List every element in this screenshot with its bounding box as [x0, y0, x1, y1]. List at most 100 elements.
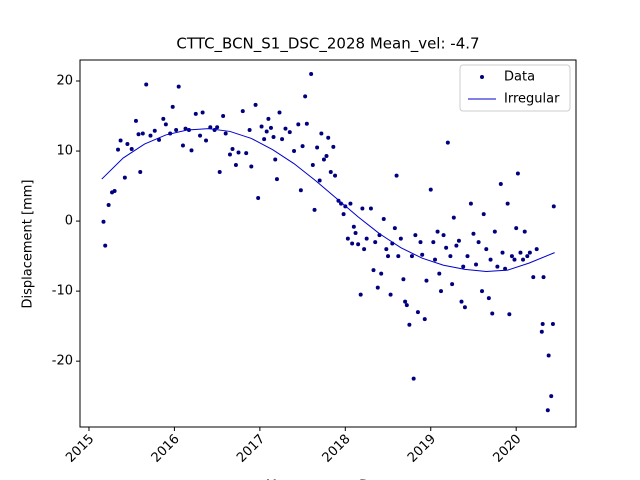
- data-point: [256, 195, 261, 200]
- data-point: [448, 254, 453, 259]
- data-point: [253, 102, 258, 107]
- legend-label: Irregular: [504, 92, 560, 107]
- data-point: [183, 126, 188, 131]
- data-point: [484, 247, 489, 252]
- data-point: [298, 188, 303, 193]
- data-point: [368, 206, 373, 211]
- data-point: [106, 202, 111, 207]
- data-point: [180, 143, 185, 148]
- chart-title: CTTC_BCN_S1_DSC_2028 Mean_vel: -4.7: [176, 35, 479, 54]
- data-point: [492, 229, 497, 234]
- data-point: [518, 250, 523, 255]
- data-point: [401, 277, 406, 282]
- data-point: [403, 299, 408, 304]
- data-point: [303, 94, 308, 99]
- data-point: [312, 207, 317, 212]
- data-point: [280, 137, 285, 142]
- data-point: [310, 163, 315, 168]
- data-point: [418, 240, 423, 245]
- y-tick-label: 10: [56, 144, 73, 159]
- data-point: [438, 289, 443, 294]
- data-point: [326, 135, 331, 140]
- data-point: [331, 144, 336, 149]
- data-point: [396, 254, 401, 259]
- data-point: [351, 224, 356, 229]
- data-point: [379, 271, 384, 276]
- data-point: [459, 299, 464, 304]
- data-point: [345, 236, 350, 241]
- y-tick-label: 0: [65, 214, 73, 229]
- data-point: [133, 118, 138, 123]
- data-point: [398, 236, 403, 241]
- data-point: [451, 215, 456, 220]
- data-point: [277, 110, 282, 115]
- data-point: [283, 126, 288, 131]
- data-point: [200, 110, 205, 115]
- data-point: [273, 157, 278, 162]
- y-tick-label: 20: [56, 74, 73, 89]
- data-point: [296, 122, 301, 127]
- data-point: [465, 254, 470, 259]
- data-point: [404, 303, 409, 308]
- data-point: [292, 149, 297, 154]
- data-point: [495, 264, 500, 269]
- data-point: [509, 254, 514, 259]
- data-point: [244, 151, 249, 156]
- data-point: [388, 292, 393, 297]
- data-point: [348, 201, 353, 206]
- data-point: [540, 322, 545, 327]
- data-point: [189, 148, 194, 153]
- data-point: [341, 212, 346, 217]
- data-point: [204, 138, 209, 143]
- data-point: [407, 322, 412, 327]
- data-point: [215, 125, 220, 130]
- data-point: [333, 173, 338, 178]
- data-point: [328, 170, 333, 175]
- data-point: [319, 131, 324, 136]
- data-point: [360, 206, 365, 211]
- data-point: [136, 132, 141, 137]
- data-point: [264, 129, 269, 134]
- data-point: [420, 252, 425, 257]
- data-point: [515, 171, 520, 176]
- data-point: [392, 226, 397, 231]
- data-point: [268, 125, 273, 130]
- data-point: [138, 170, 143, 175]
- data-point: [287, 130, 292, 135]
- data-point: [103, 243, 108, 248]
- data-point: [161, 116, 166, 121]
- data-point: [500, 250, 505, 255]
- data-point: [514, 226, 519, 231]
- data-point: [424, 278, 429, 283]
- data-point: [227, 152, 232, 157]
- data-point: [409, 254, 414, 259]
- data-point: [350, 241, 355, 246]
- data-point: [217, 170, 222, 175]
- data-point: [262, 137, 267, 142]
- data-point: [546, 353, 551, 358]
- data-point: [193, 111, 198, 116]
- data-point: [176, 84, 181, 89]
- data-point: [381, 216, 386, 221]
- data-point: [300, 144, 305, 149]
- data-point: [223, 131, 228, 136]
- data-point: [230, 146, 235, 151]
- data-point: [471, 231, 476, 236]
- fit-line: [101, 128, 555, 273]
- legend-label: Data: [504, 70, 535, 85]
- data-point: [116, 147, 121, 152]
- data-point: [481, 212, 486, 217]
- data-point: [304, 121, 309, 126]
- data-point: [266, 116, 271, 121]
- data-point: [411, 376, 416, 381]
- data-point: [445, 140, 450, 145]
- data-point: [118, 138, 123, 143]
- data-point: [125, 142, 130, 147]
- data-point: [422, 317, 427, 322]
- y-tick-label: -10: [52, 284, 73, 299]
- data-point: [394, 173, 399, 178]
- data-point: [461, 264, 466, 269]
- data-point: [233, 163, 238, 168]
- data-point: [456, 238, 461, 243]
